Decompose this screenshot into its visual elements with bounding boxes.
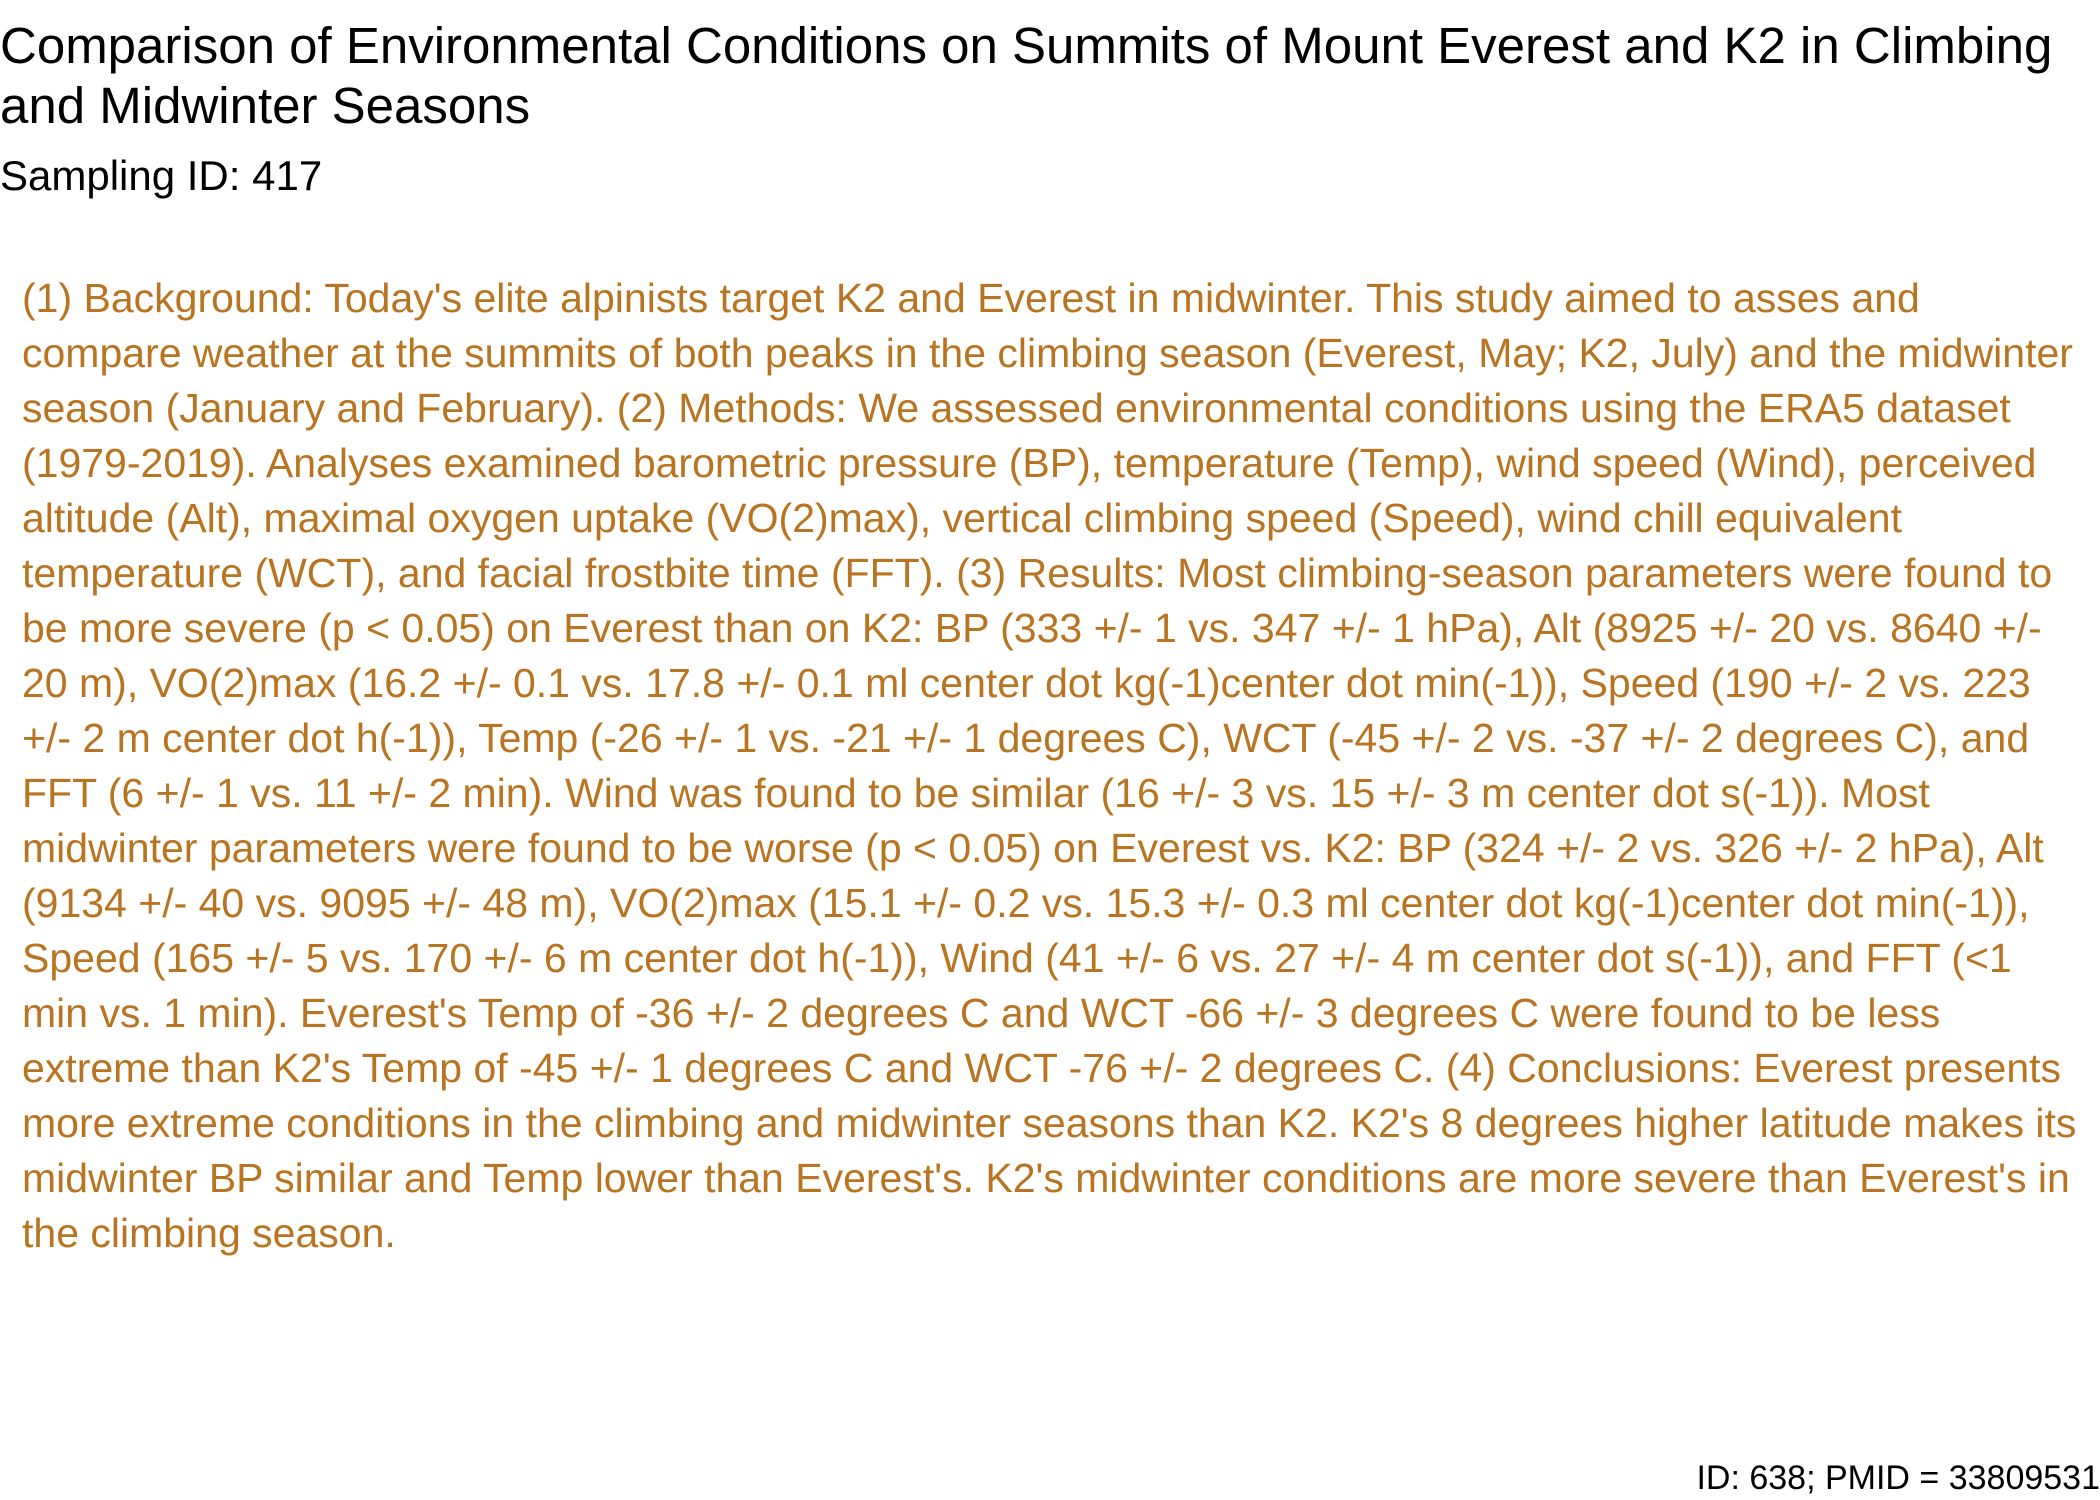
sampling-id: Sampling ID: 417 bbox=[0, 152, 323, 199]
document-title: Comparison of Environmental Conditions o… bbox=[0, 17, 2053, 134]
abstract-text: (1) Background: Today's elite alpinists … bbox=[22, 275, 2077, 1256]
document-identifier: ID: 638; PMID = 33809531 bbox=[1696, 1459, 2100, 1497]
